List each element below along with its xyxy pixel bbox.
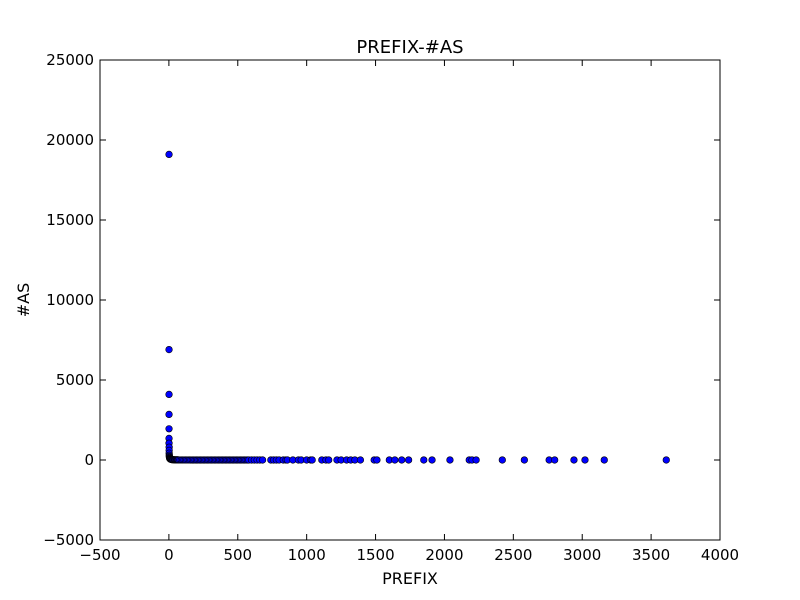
data-point [472,456,480,464]
y-tick-label: 20000 [46,131,94,149]
data-point [581,456,589,464]
x-tick-label: 4000 [701,546,739,564]
y-tick-label: 0 [84,451,94,469]
data-point [165,425,173,433]
data-point [398,456,406,464]
data-point [405,456,413,464]
data-point [165,346,173,354]
x-tick-label: 0 [164,546,174,564]
x-tick-label: −500 [79,546,120,564]
scatter-points [165,150,670,464]
x-tick-label: 1500 [356,546,394,564]
chart-title: PREFIX-#AS [356,37,463,58]
data-point [551,456,559,464]
y-tick-label: 15000 [46,211,94,229]
data-point [308,456,316,464]
data-point [600,456,608,464]
data-point [420,456,428,464]
data-point [165,390,173,399]
x-axis-ticks: −500 0 500 1000 1500 2000 2500 3000 3500 4000 [79,60,739,564]
x-tick-label: 1000 [288,546,326,564]
y-tick-label: 25000 [46,51,94,69]
data-point [520,456,528,464]
data-point [570,456,578,464]
data-point [428,456,436,464]
data-point [165,150,173,158]
y-axis-ticks: −5000 0 5000 10000 15000 20000 25000 [43,51,720,549]
y-tick-label: −5000 [43,531,94,549]
data-point [258,456,267,464]
x-tick-label: 500 [223,546,252,564]
x-tick-label: 3500 [632,546,670,564]
data-point [446,456,454,464]
data-point [391,456,399,464]
y-axis-title: #AS [14,283,33,318]
data-point [373,456,381,464]
x-axis-title: PREFIX [382,569,438,588]
data-point [356,456,365,464]
data-point [165,410,173,419]
data-point [662,456,670,464]
data-point [498,456,506,464]
y-tick-label: 10000 [46,291,94,309]
data-point [325,456,333,464]
x-tick-label: 2000 [425,546,463,564]
x-tick-label: 3000 [563,546,601,564]
x-tick-label: 2500 [494,546,532,564]
y-tick-label: 5000 [56,371,94,389]
